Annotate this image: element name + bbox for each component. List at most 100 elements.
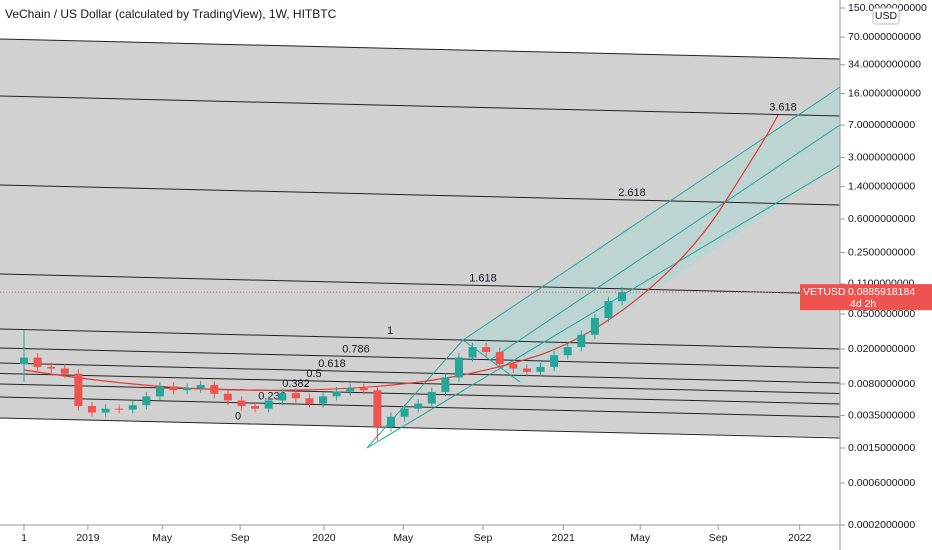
channel-fill xyxy=(463,87,840,382)
candle-body xyxy=(291,393,300,399)
last-price-countdown: 4d 2h xyxy=(850,298,876,310)
candle-body xyxy=(495,351,504,365)
chart-title: VeChain / US Dollar (calculated by Tradi… xyxy=(5,7,337,21)
x-tick-label: 2021 xyxy=(551,532,575,544)
fib-line xyxy=(0,347,841,369)
candle-body xyxy=(237,400,246,407)
fib-fill xyxy=(0,39,840,437)
candle-body xyxy=(128,405,137,410)
candle-body xyxy=(482,347,491,352)
candle-body xyxy=(414,403,423,409)
candle-body xyxy=(387,416,396,427)
fib-label: 0.786 xyxy=(342,343,370,355)
candle-body xyxy=(550,355,559,367)
candle-body xyxy=(522,368,531,372)
candle-body xyxy=(210,384,219,394)
candle-body xyxy=(223,393,232,401)
candles xyxy=(20,287,627,442)
candle-body xyxy=(577,334,586,348)
candle-body xyxy=(278,393,287,401)
last-price-box xyxy=(800,284,932,311)
candle-body xyxy=(618,292,627,302)
candle-body xyxy=(427,391,436,404)
candle-body xyxy=(74,373,83,407)
candle-body xyxy=(47,366,56,369)
y-tick-label: 1.4000000000 xyxy=(848,180,915,192)
x-tick-label: May xyxy=(630,532,651,544)
y-tick-label: 0.0080000000 xyxy=(848,378,915,390)
fib-line xyxy=(0,328,841,350)
fib-line xyxy=(0,373,841,394)
y-tick-label: 0.0500000000 xyxy=(848,308,915,320)
fib-line xyxy=(0,362,841,384)
candle-body xyxy=(305,398,314,404)
candle-body xyxy=(169,386,178,391)
fib-label: 0.618 xyxy=(318,358,346,370)
candle-body xyxy=(183,388,192,391)
candle-body xyxy=(20,357,29,365)
fib-line xyxy=(0,184,841,206)
candle-body xyxy=(332,391,341,397)
y-tick-label: 7.0000000000 xyxy=(848,119,915,131)
x-tick-label: Sep xyxy=(474,532,493,544)
x-tick-label: May xyxy=(152,532,173,544)
candle-body xyxy=(604,301,613,319)
y-tick-label: 0.0200000000 xyxy=(848,343,915,355)
candle-body xyxy=(319,396,328,404)
fib-label: 2.618 xyxy=(618,187,646,199)
last-price-value: 0.0885918184 xyxy=(848,286,915,298)
y-tick-label: 0.0002000000 xyxy=(848,519,915,531)
candle-body xyxy=(101,408,110,413)
channel-edge xyxy=(366,339,464,449)
candle-body xyxy=(142,396,151,406)
y-tick-label: 0.2500000000 xyxy=(848,246,915,258)
y-tick-label: 3.0000000000 xyxy=(848,151,915,163)
currency-box[interactable] xyxy=(872,7,900,25)
candle-body xyxy=(563,347,572,356)
x-tick-label: 2019 xyxy=(76,532,100,544)
y-tick-label: 0.0015000000 xyxy=(848,442,915,454)
x-tick-label: 1 xyxy=(21,532,27,544)
candle-body xyxy=(400,408,409,417)
channel-lower xyxy=(366,164,841,449)
x-tick-label: Sep xyxy=(709,532,728,544)
candle-body xyxy=(196,384,205,389)
last-price-symbol: VETUSD xyxy=(803,286,846,298)
candle-body xyxy=(454,357,463,378)
candle-body xyxy=(251,406,260,409)
currency[interactable]: USD xyxy=(875,10,898,22)
y-tick-label: 16.0000000000 xyxy=(848,87,921,99)
channel-upper xyxy=(462,86,841,341)
y-tick-label: 0.0035000000 xyxy=(848,409,915,421)
fib-label: 1.618 xyxy=(469,272,497,284)
fib-line xyxy=(0,417,841,439)
channel xyxy=(366,86,841,449)
candle-body xyxy=(373,390,382,427)
fib-line xyxy=(0,383,841,405)
x-tick-label: May xyxy=(393,532,414,544)
x-tick-label: Sep xyxy=(231,532,250,544)
candle-body xyxy=(87,406,96,413)
fib-label: 1 xyxy=(387,325,393,337)
candle-body xyxy=(155,386,164,397)
fib-label: 0 xyxy=(235,411,241,423)
y-tick-label: 70.0000000000 xyxy=(848,31,921,43)
candle-body xyxy=(346,388,355,392)
fib-line xyxy=(0,38,841,60)
candle-body xyxy=(264,400,273,409)
candle-body xyxy=(441,377,450,392)
y-tick-label: 34.0000000000 xyxy=(848,59,921,71)
fib-label: 3.618 xyxy=(769,102,797,114)
y-tick-label: 0.6000000000 xyxy=(848,213,915,225)
candle-body xyxy=(33,357,42,367)
channel-mid xyxy=(489,124,841,361)
fib-line xyxy=(0,273,841,295)
candle-body xyxy=(590,318,599,335)
fib-line xyxy=(0,95,841,117)
x-tick-label: 2020 xyxy=(312,532,336,544)
candle-body xyxy=(359,388,368,391)
candle-body xyxy=(509,364,518,369)
candle-body xyxy=(468,347,477,358)
